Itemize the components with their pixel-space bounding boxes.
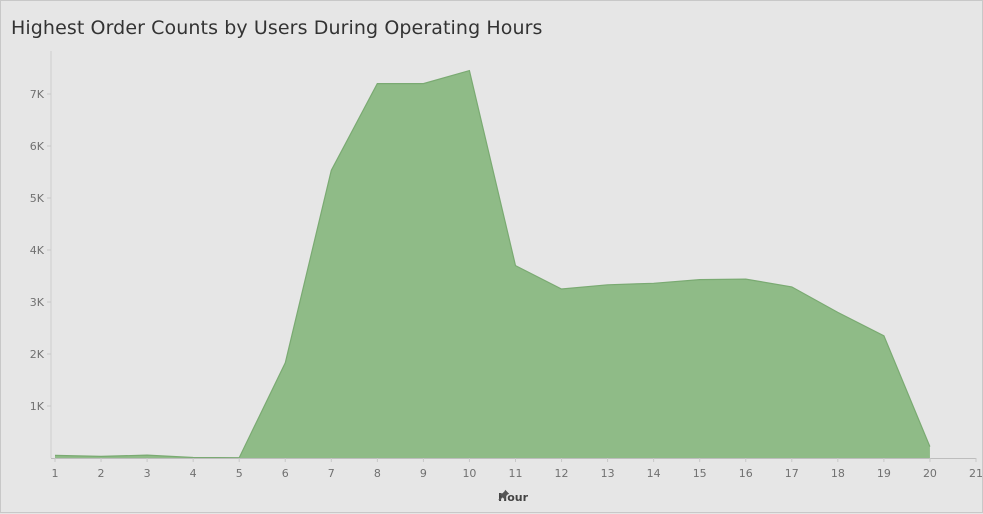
y-tick-label: 6K bbox=[30, 140, 45, 153]
y-tick-label: 3K bbox=[30, 296, 45, 309]
x-axis-title[interactable]: Hour bbox=[498, 489, 528, 505]
pin-icon[interactable] bbox=[498, 489, 510, 501]
x-tick-label: 10 bbox=[462, 467, 476, 480]
data-point[interactable] bbox=[559, 286, 565, 292]
x-tick-label: 2 bbox=[98, 467, 105, 480]
x-tick-label: 16 bbox=[739, 467, 753, 480]
x-tick-label: 21 bbox=[969, 467, 983, 480]
x-tick-label: 9 bbox=[420, 467, 427, 480]
x-tick-label: 7 bbox=[328, 467, 335, 480]
data-point[interactable] bbox=[881, 333, 887, 339]
x-tick-label: 14 bbox=[647, 467, 661, 480]
x-tick-label: 12 bbox=[555, 467, 569, 480]
x-tick-label: 3 bbox=[144, 467, 151, 480]
x-tick-label: 1 bbox=[52, 467, 59, 480]
x-tick-label: 18 bbox=[831, 467, 845, 480]
chart-title: Highest Order Counts by Users During Ope… bbox=[11, 17, 543, 39]
x-tick-label: 8 bbox=[374, 467, 381, 480]
data-point[interactable] bbox=[282, 360, 288, 366]
x-tick-label: 5 bbox=[236, 467, 243, 480]
data-point[interactable] bbox=[52, 452, 58, 458]
data-point[interactable] bbox=[651, 280, 657, 286]
data-point[interactable] bbox=[144, 452, 150, 458]
y-axis: 1K 2K 3K 4K 5K 6K 7K bbox=[30, 51, 52, 458]
area-fill[interactable] bbox=[55, 70, 930, 458]
data-point[interactable] bbox=[328, 167, 334, 173]
x-tick-label: 19 bbox=[877, 467, 891, 480]
y-tick-label: 7K bbox=[30, 88, 45, 101]
x-axis: 1 2 3 4 5 6 7 8 9 10 11 12 13 14 15 16 17 18 19 20 21 bbox=[51, 458, 983, 480]
y-tick-label: 4K bbox=[30, 244, 45, 257]
x-tick-label: 20 bbox=[923, 467, 937, 480]
data-point[interactable] bbox=[927, 444, 933, 450]
data-point[interactable] bbox=[697, 277, 703, 283]
x-tick-label: 11 bbox=[509, 467, 523, 480]
x-tick-label: 13 bbox=[601, 467, 615, 480]
x-tick-label: 6 bbox=[282, 467, 289, 480]
data-point[interactable] bbox=[743, 276, 749, 282]
data-point[interactable] bbox=[789, 284, 795, 290]
area-layer bbox=[52, 68, 933, 459]
data-point[interactable] bbox=[420, 81, 426, 87]
x-tick-label: 4 bbox=[190, 467, 197, 480]
data-point[interactable] bbox=[835, 309, 841, 315]
x-tick-label: 17 bbox=[785, 467, 799, 480]
data-point[interactable] bbox=[466, 68, 472, 74]
y-tick-label: 5K bbox=[30, 192, 45, 205]
y-tick-label: 1K bbox=[30, 400, 45, 413]
data-point[interactable] bbox=[513, 263, 519, 269]
data-point[interactable] bbox=[374, 81, 380, 87]
area-line bbox=[54, 69, 931, 459]
y-tick-label: 2K bbox=[30, 348, 45, 361]
x-tick-label: 15 bbox=[693, 467, 707, 480]
data-point[interactable] bbox=[605, 282, 611, 288]
